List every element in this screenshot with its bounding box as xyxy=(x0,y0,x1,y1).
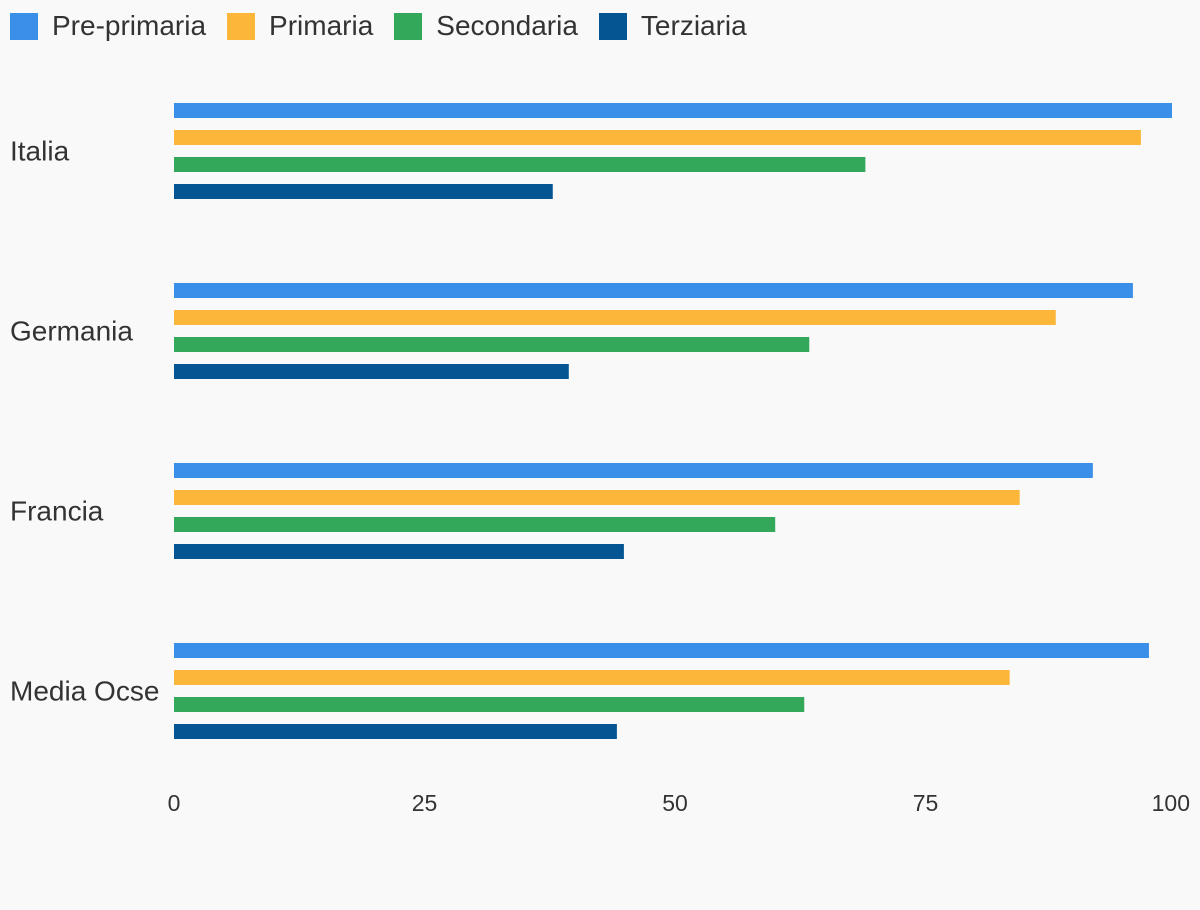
category-label-germania: Germania xyxy=(10,315,133,346)
bar-germania-terziaria[interactable] xyxy=(174,364,569,379)
bar-italia-terziaria[interactable] xyxy=(174,184,553,199)
bar-media-ocse-terziaria[interactable] xyxy=(174,724,617,739)
legend-swatch-primaria xyxy=(227,12,256,40)
legend-swatch-terziaria xyxy=(598,12,627,40)
bar-italia-secondaria[interactable] xyxy=(174,157,866,172)
category-label-italia: Italia xyxy=(10,135,70,166)
x-tick-label-50: 50 xyxy=(662,790,688,816)
legend-swatch-secondaria xyxy=(394,12,423,40)
category-label-francia: Francia xyxy=(10,495,104,526)
bar-germania-primaria[interactable] xyxy=(174,310,1056,325)
bar-germania-pre-primaria[interactable] xyxy=(174,283,1133,298)
bar-media-ocse-primaria[interactable] xyxy=(174,670,1010,685)
x-tick-label-100: 100 xyxy=(1152,790,1190,816)
category-label-media-ocse: Media Ocse xyxy=(10,675,159,706)
bar-francia-secondaria[interactable] xyxy=(174,517,776,532)
bar-francia-primaria[interactable] xyxy=(174,490,1020,505)
bar-media-ocse-secondaria[interactable] xyxy=(174,697,805,712)
legend-item-primaria[interactable]: Primaria xyxy=(227,8,373,44)
legend-item-secondaria[interactable]: Secondaria xyxy=(394,8,578,44)
legend-item-terziaria[interactable]: Terziaria xyxy=(598,8,747,44)
x-tick-label-0: 0 xyxy=(168,790,181,816)
x-tick-label-25: 25 xyxy=(412,790,438,816)
legend-label-terziaria: Terziaria xyxy=(640,10,747,41)
legend-label-secondaria: Secondaria xyxy=(436,10,578,41)
bar-italia-pre-primaria[interactable] xyxy=(174,103,1172,118)
bar-francia-terziaria[interactable] xyxy=(174,544,624,559)
bar-germania-secondaria[interactable] xyxy=(174,337,810,352)
legend-label-pre-primaria: Pre-primaria xyxy=(52,10,207,41)
legend: Pre-primaria Primaria Secondaria Terziar… xyxy=(10,8,768,44)
legend-item-pre-primaria[interactable]: Pre-primaria xyxy=(10,8,206,44)
bar-media-ocse-pre-primaria[interactable] xyxy=(174,643,1149,658)
bar-italia-primaria[interactable] xyxy=(174,130,1141,145)
legend-label-primaria: Primaria xyxy=(269,10,374,41)
bar-francia-pre-primaria[interactable] xyxy=(174,463,1093,478)
x-tick-label-75: 75 xyxy=(913,790,939,816)
legend-swatch-pre-primaria xyxy=(10,12,38,40)
